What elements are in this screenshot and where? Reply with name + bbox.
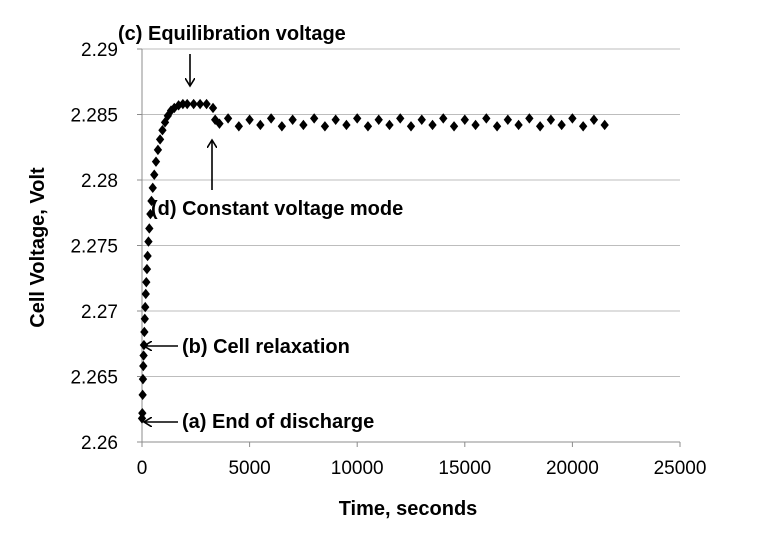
y-tick-label: 2.265 (70, 368, 118, 389)
data-point (141, 301, 150, 313)
data-point (139, 339, 149, 351)
data-point (142, 263, 152, 275)
data-point (245, 114, 254, 125)
data-point (140, 326, 149, 338)
y-tick-label: 2.28 (81, 171, 118, 192)
data-point (143, 250, 152, 262)
data-point (568, 113, 577, 124)
data-point (482, 113, 491, 124)
annotation-b-label: (b) Cell relaxation (182, 336, 350, 358)
data-point (140, 313, 149, 325)
data-point (202, 98, 211, 110)
data-point (320, 121, 330, 132)
annotation-d-label: (d) Constant voltage mode (151, 198, 403, 220)
data-point (223, 113, 233, 124)
y-tick-label: 2.29 (81, 40, 118, 61)
tick-labels: 2.26 2.265 2.27 2.275 2.28 2.285 2.29 0 5000 1000… (70, 40, 706, 479)
x-tick-label: 10000 (331, 458, 384, 479)
data-point (557, 119, 566, 131)
data-point (589, 114, 599, 125)
data-point (153, 144, 163, 156)
data-point (195, 98, 205, 110)
data-point (525, 113, 534, 124)
data-point (374, 114, 383, 125)
data-point (155, 134, 165, 145)
data-point (138, 389, 147, 401)
data-point (141, 288, 150, 300)
data-point (215, 118, 224, 129)
data-point (150, 169, 159, 180)
gridlines (142, 48, 680, 377)
data-point (266, 113, 276, 124)
data-point (439, 113, 448, 124)
data-point (331, 114, 340, 125)
y-tick-label: 2.275 (70, 237, 118, 258)
data-point (142, 276, 151, 288)
y-tick-label: 2.27 (81, 302, 118, 323)
data-point (449, 121, 459, 132)
data-point (147, 195, 156, 207)
data-point (234, 121, 243, 132)
data-point (428, 119, 437, 131)
data-point (600, 119, 609, 131)
x-tick-label: 25000 (654, 458, 707, 479)
data-point (208, 102, 218, 114)
data-point (145, 223, 154, 234)
data-point (579, 121, 588, 132)
data-point (460, 114, 469, 125)
series-markers (137, 98, 609, 424)
data-point (417, 114, 426, 125)
data-point (178, 98, 188, 110)
data-point (146, 208, 155, 220)
annotation-c: (c) Equilibration voltage (118, 23, 346, 86)
data-point (471, 119, 480, 131)
annotation-b: (b) Cell relaxation (144, 336, 350, 358)
data-point (138, 373, 148, 385)
data-point (148, 182, 157, 194)
data-point (492, 121, 502, 132)
annotation-a: (a) End of discharge (144, 411, 374, 433)
data-point (514, 119, 523, 131)
data-point (211, 114, 220, 125)
x-tick-label: 5000 (228, 458, 270, 479)
data-point (546, 114, 556, 125)
data-point (353, 113, 362, 124)
data-point (183, 98, 192, 110)
annotation-a-label: (a) End of discharge (182, 411, 374, 433)
data-point (363, 121, 373, 132)
data-point (144, 236, 153, 247)
data-point (342, 119, 351, 131)
annotation-d: (d) Constant voltage mode (151, 140, 403, 220)
annotation-c-label: (c) Equilibration voltage (118, 23, 346, 45)
data-point (503, 114, 512, 125)
data-point (138, 407, 147, 419)
data-point (310, 113, 319, 124)
data-point (535, 121, 545, 132)
data-point (174, 100, 183, 111)
data-point (139, 350, 148, 361)
x-tick-label: 20000 (546, 458, 599, 479)
data-point (277, 121, 287, 132)
x-tick-label: 15000 (438, 458, 491, 479)
data-point (385, 119, 394, 131)
x-tick-label: 0 (137, 458, 148, 479)
data-point (158, 125, 167, 136)
data-point (256, 119, 265, 131)
data-point (406, 121, 416, 132)
data-point (189, 98, 198, 110)
y-axis-title: Cell Voltage, Volt (27, 167, 49, 328)
x-axis-title: Time, seconds (339, 498, 478, 520)
axes (137, 48, 681, 447)
data-point (396, 113, 405, 124)
data-point (151, 156, 161, 167)
data-point (299, 119, 308, 131)
data-point (288, 114, 297, 125)
data-point (139, 360, 148, 372)
y-tick-label: 2.285 (70, 106, 118, 127)
y-tick-label: 2.26 (81, 433, 118, 454)
